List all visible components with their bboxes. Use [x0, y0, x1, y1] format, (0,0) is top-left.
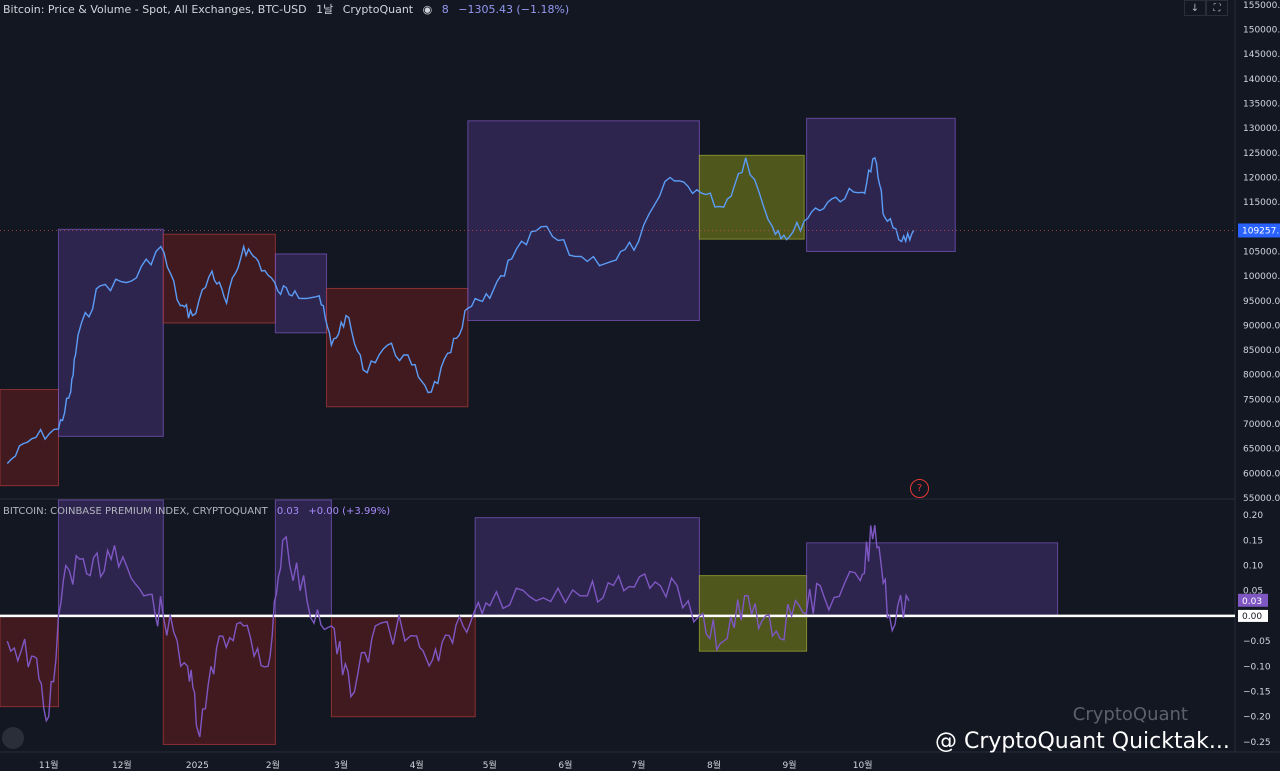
- axes: 155000.00 150000.00 145000.00 140000.00 1350…: [39, 1, 1280, 771]
- price-y-tick: 100000.00: [1243, 272, 1280, 282]
- premium-box-purple: [806, 542, 1059, 617]
- series-lines: [0, 156, 1235, 738]
- arrow-down-icon[interactable]: ↓: [1184, 0, 1206, 16]
- price-title: Bitcoin: Price & Volume - Spot, All Exch…: [3, 3, 307, 16]
- premium-y-tick: −0.20: [1243, 713, 1271, 723]
- price-y-tick: 75000.00: [1243, 395, 1280, 405]
- price-y-tick: 120000.00: [1243, 174, 1280, 184]
- premium-y-tick: −0.15: [1243, 688, 1271, 698]
- price-y-tick: 150000.00: [1243, 26, 1280, 36]
- grid: [0, 0, 1280, 753]
- premium-header: BITCOIN: COINBASE PREMIUM INDEX, CRYPTOQ…: [3, 506, 396, 517]
- x-tick: 5월: [483, 759, 497, 771]
- price-y-tick: 80000.00: [1243, 371, 1280, 381]
- premium-box-olive: [698, 575, 808, 652]
- premium-y-tick: −0.25: [1243, 738, 1271, 748]
- price-box-red: [326, 287, 469, 408]
- price-y-tick: 95000.00: [1243, 297, 1280, 307]
- price-y-tick: 60000.00: [1243, 469, 1280, 479]
- price-y-tick: 70000.00: [1243, 420, 1280, 430]
- price-y-tick: 155000.00: [1243, 1, 1280, 11]
- price-y-tick: 55000.00: [1243, 494, 1280, 504]
- price-box-purple: [467, 120, 700, 321]
- zero-label-bg: [1238, 609, 1268, 622]
- price-y-tick: 90000.00: [1243, 321, 1280, 331]
- price-box-olive: [698, 154, 805, 240]
- premium-change: +0.00 (+3.99%): [308, 506, 391, 517]
- premium-box-red: [162, 615, 276, 745]
- zero-label: 0.00: [1242, 612, 1262, 622]
- price-box-purple: [57, 228, 164, 437]
- price-header: Bitcoin: Price & Volume - Spot, All Exch…: [3, 1, 575, 17]
- premium-y-tick: −0.05: [1243, 637, 1271, 647]
- premium-last-label-bg: [1238, 593, 1268, 607]
- price-last-label: 109257.7: [1242, 226, 1280, 236]
- premium-line: [6, 525, 910, 738]
- watermark-logo: CryptoQuant: [1072, 704, 1188, 725]
- tradingview-logo-icon[interactable]: [2, 727, 24, 749]
- premium-box-purple: [274, 499, 332, 617]
- premium-value: 0.03: [276, 506, 300, 517]
- price-y-tick: 140000.00: [1243, 75, 1280, 85]
- x-tick: 6월: [558, 759, 572, 771]
- premium-box-red: [0, 615, 59, 708]
- x-tick: 9월: [783, 759, 797, 771]
- price-value: 8: [441, 3, 449, 16]
- pane-controls: ↓ ⛶: [1184, 0, 1228, 16]
- premium-title: BITCOIN: COINBASE PREMIUM INDEX, CRYPTOQ…: [3, 506, 268, 517]
- x-tick: 7월: [631, 759, 645, 771]
- premium-last-label: 0.03: [1242, 597, 1262, 607]
- x-tick: 10월: [853, 759, 873, 771]
- premium-y-tick: −0.10: [1243, 662, 1271, 672]
- price-change: −1305.43 (−1.18%): [458, 3, 570, 16]
- premium-y-tick: 0.20: [1243, 511, 1263, 521]
- price-box-purple: [806, 117, 956, 252]
- x-tick: 2025: [186, 761, 209, 771]
- premium-y-tick: 0.10: [1243, 562, 1263, 572]
- x-tick: 12월: [112, 759, 132, 771]
- price-box-purple: [274, 253, 328, 334]
- price-y-tick: 105000.00: [1243, 247, 1280, 257]
- price-y-tick: 85000.00: [1243, 346, 1280, 356]
- price-line: [6, 156, 915, 464]
- price-y-tick: 145000.00: [1243, 50, 1280, 60]
- x-tick: 4월: [410, 759, 424, 771]
- quicktake-label: @ CryptoQuant Quicktak...: [935, 729, 1230, 754]
- price-box-red: [0, 389, 59, 487]
- price-box-red: [162, 233, 276, 324]
- premium-y-tick: 0.15: [1243, 536, 1263, 546]
- price-y-tick: 115000.00: [1243, 198, 1280, 208]
- price-y-tick: 130000.00: [1243, 124, 1280, 134]
- x-tick: 2월: [266, 759, 280, 771]
- premium-y-tick: 0.05: [1243, 587, 1263, 597]
- x-tick: 11월: [39, 759, 59, 771]
- x-tick: 3월: [334, 759, 348, 771]
- price-source: CryptoQuant: [342, 3, 414, 16]
- price-y-tick: 65000.00: [1243, 445, 1280, 455]
- help-icon[interactable]: ?: [910, 479, 929, 498]
- price-last-label-bg: [1238, 223, 1280, 238]
- price-y-tick: 125000.00: [1243, 149, 1280, 159]
- fullscreen-icon[interactable]: ⛶: [1206, 0, 1228, 16]
- price-interval[interactable]: 1날: [316, 3, 334, 16]
- price-boxes: [0, 117, 956, 487]
- price-y-tick: 135000.00: [1243, 100, 1280, 110]
- eye-icon[interactable]: ◉: [422, 3, 433, 16]
- x-tick: 8월: [707, 759, 721, 771]
- premium-box-purple: [474, 517, 700, 617]
